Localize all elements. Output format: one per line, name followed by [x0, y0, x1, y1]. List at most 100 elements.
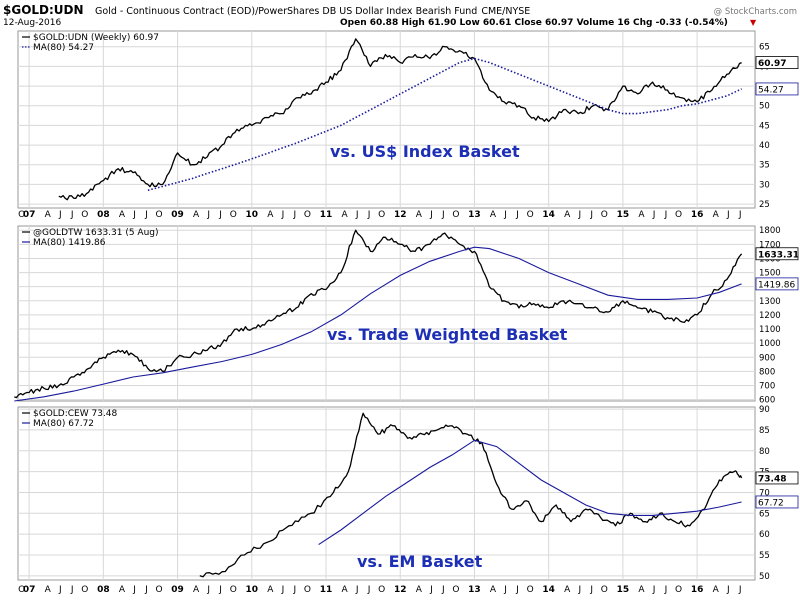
panel-1-x-tick-label: A	[267, 210, 274, 220]
panel-3-last-price-label: 73.48	[758, 474, 786, 484]
panel-1-x-tick-label: J	[206, 210, 210, 220]
panel-3-x-tick-label: 09	[171, 585, 184, 595]
panel-1-x-tick-label: 10	[246, 210, 259, 220]
panel-1-x-tick-label: O	[675, 210, 682, 220]
panel-2-annotation: vs. Trade Weighted Basket	[327, 325, 568, 344]
panel-1-x-tick-label: O	[18, 210, 25, 220]
panel-3-legend-price: $GOLD:CEW 73.48	[33, 409, 118, 419]
panel-1-x-tick-label: J	[218, 210, 222, 220]
panel-3-x-tick-label: O	[18, 585, 25, 595]
panel-1-price-line	[58, 38, 742, 201]
panel-3-x-tick-label: O	[155, 585, 162, 595]
panel-1-x-tick-label: J	[429, 210, 433, 220]
panel-2-y-tick-label: 1500	[759, 269, 781, 279]
panel-3-x-tick-label: J	[367, 585, 371, 595]
panel-1-x-tick-label: 11	[320, 210, 333, 220]
panel-3-x-tick-label: J	[652, 585, 656, 595]
chart-date: 12-Aug-2016	[3, 18, 62, 28]
panel-1-x-tick-label: J	[503, 210, 507, 220]
panel-3-x-tick-label: J	[664, 585, 668, 595]
panel-1-annotation: vs. US$ Index Basket	[330, 142, 520, 161]
chart-description: Gold - Continuous Contract (EOD)/PowerSh…	[95, 6, 530, 17]
panel-1-x-tick-label: J	[367, 210, 371, 220]
panel-3-y-tick-label: 60	[759, 530, 770, 540]
panel-1-x-tick-label: J	[281, 210, 285, 220]
panel-3-x-tick-label: 15	[617, 585, 630, 595]
panel-1-x-tick-label: J	[578, 210, 582, 220]
panel-1-y-tick-label: 50	[759, 102, 770, 112]
panel-1-x-tick-label: 15	[617, 210, 630, 220]
panel-1-x-tick-label: O	[378, 210, 385, 220]
panel-3-x-tick-label: A	[119, 585, 126, 595]
chart-quote: Open 60.88 High 61.90 Low 60.61 Close 60…	[340, 18, 728, 28]
panel-3-legend-ma: MA(80) 67.72	[33, 419, 94, 429]
panel-3-frame	[17, 406, 756, 581]
panel-3-y-tick-label: 55	[759, 551, 770, 561]
panel-3-annotation: vs. EM Basket	[357, 552, 483, 571]
panel-3-y-tick-label: 80	[759, 447, 770, 457]
chart-panels: 253035404550556065O07AJJO08AJJO09AJJO10A…	[14, 30, 799, 595]
panel-1-x-tick-label: O	[304, 210, 311, 220]
panel-1-y-tick-label: 25	[759, 200, 770, 210]
panel-3-y-tick-label: 90	[759, 405, 770, 415]
panel-3-x-tick-label: O	[304, 585, 311, 595]
panel-1-legend-ma: MA(80) 54.27	[33, 43, 94, 53]
panel-2-price-line	[14, 229, 743, 399]
panel-3-x-tick-label: A	[416, 585, 423, 595]
panel-1-x-tick-label: O	[527, 210, 534, 220]
panel-3-x-tick-label: J	[70, 585, 74, 595]
panel-3-x-tick-label: O	[452, 585, 459, 595]
panel-3-x-tick-label: J	[515, 585, 519, 595]
panel-3-ma-line	[318, 439, 742, 546]
panel-1-x-tick-label: O	[155, 210, 162, 220]
panel-3-last-price-box	[755, 471, 799, 485]
panel-3-y-tick-label: 65	[759, 509, 770, 519]
panel-1-x-tick-label: J	[726, 210, 730, 220]
panel-1-x-tick-label: J	[652, 210, 656, 220]
panel-1-x-tick-label: O	[601, 210, 608, 220]
panel-3-x-tick-label: 07	[23, 585, 36, 595]
panel-1-x-tick-label: J	[293, 210, 297, 220]
panel-3-x-tick-label: A	[713, 585, 720, 595]
panel-1-x-tick-label: J	[132, 210, 136, 220]
panel-2-legend-price: @GOLDTW 1633.31 (5 Aug)	[33, 228, 159, 238]
panel-3-x-tick-label: A	[267, 585, 274, 595]
panel-3-y-tick-label: 50	[759, 572, 770, 582]
panel-2-y-tick-label: 1700	[759, 240, 781, 250]
panel-3-x-tick-label: J	[132, 585, 136, 595]
panel-3-x-tick-label: A	[193, 585, 200, 595]
panel-1-legend-price: $GOLD:UDN (Weekly) 60.97	[33, 33, 159, 43]
panel-3-x-tick-label: J	[503, 585, 507, 595]
panel-1-x-tick-label: J	[589, 210, 593, 220]
panel-1-x-tick-label: 13	[468, 210, 481, 220]
panel-3-x-tick-label: O	[601, 585, 608, 595]
panel-3-x-tick-label: 11	[320, 585, 333, 595]
panel-3-x-tick-label: J	[589, 585, 593, 595]
panel-1-y-tick-label: 40	[759, 141, 770, 151]
panel-1-y-tick-label: 35	[759, 161, 770, 171]
panel-3-x-tick-label: J	[441, 585, 445, 595]
panel-3-x-tick-label: 13	[468, 585, 481, 595]
panel-2-ma-line	[14, 246, 742, 402]
panel-2-y-tick-label: 1200	[759, 311, 781, 321]
panel-1-x-tick-label: A	[564, 210, 571, 220]
panel-1-x-tick-label: 07	[23, 210, 36, 220]
panel-3-y-tick-label: 70	[759, 488, 770, 498]
panel-1-x-tick-label: J	[58, 210, 62, 220]
panel-3-x-tick-label: A	[341, 585, 348, 595]
panel-1-x-tick-label: J	[515, 210, 519, 220]
panel-1-x-tick-label: A	[638, 210, 645, 220]
panel-1-y-tick-label: 45	[759, 121, 770, 131]
panel-3-x-tick-label: J	[206, 585, 210, 595]
panel-3-x-tick-label: 08	[97, 585, 110, 595]
panel-3-x-tick-label: J	[144, 585, 148, 595]
panel-2-y-tick-label: 1800	[759, 226, 781, 236]
panel-2-y-tick-label: 1300	[759, 297, 781, 307]
panel-1-x-tick-label: J	[738, 210, 742, 220]
panel-1-x-tick-label: A	[416, 210, 423, 220]
panel-2-last-price-box	[755, 247, 799, 261]
change-marker: ▼	[750, 18, 757, 27]
panel-1-x-tick-label: 12	[394, 210, 407, 220]
panel-3-x-tick-label: J	[726, 585, 730, 595]
panel-1-last-price-label: 60.97	[758, 59, 786, 69]
